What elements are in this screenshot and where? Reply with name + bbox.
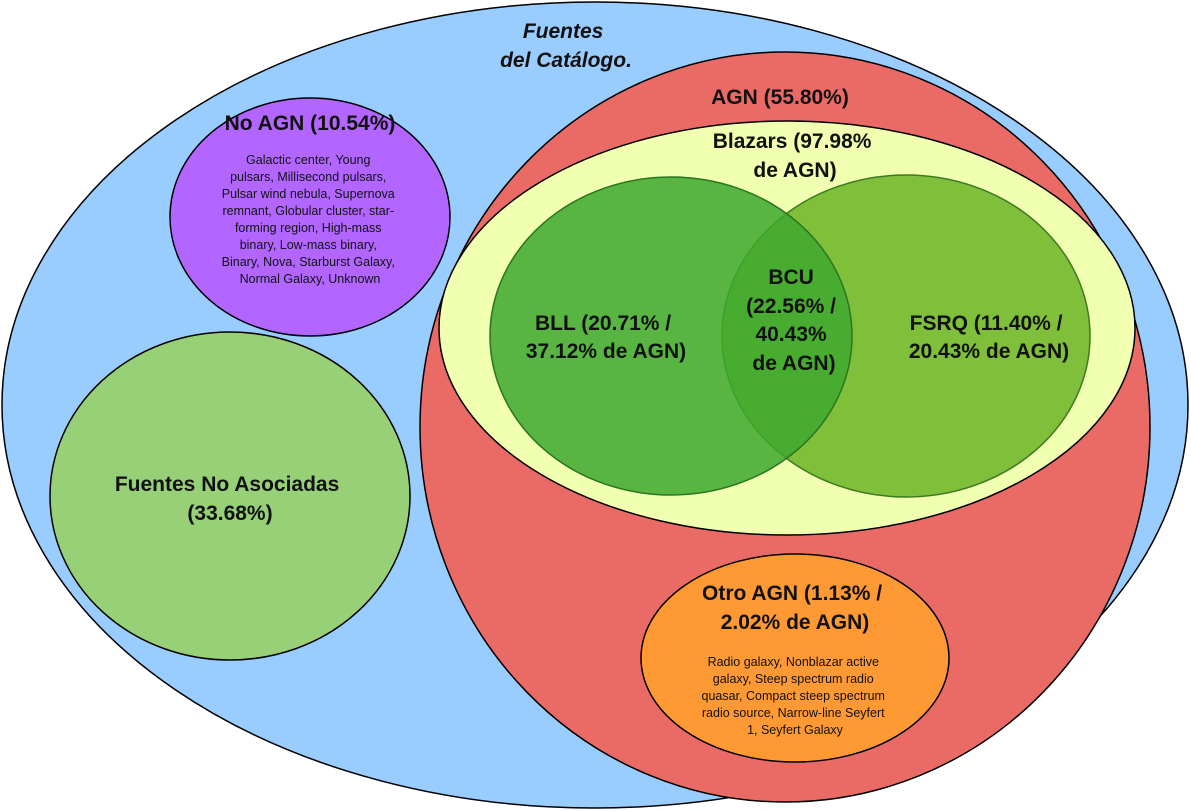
agn-label-line-1: AGN (55.80%): [711, 86, 849, 109]
other-agn-detail-line-3: quasar, Compact steep spectrum: [702, 689, 885, 703]
blazars-label: Blazars (97.98% de AGN): [713, 130, 878, 182]
blazars-label-line-1: Blazars (97.98%: [713, 130, 872, 153]
no-agn-ellipse: [169, 97, 451, 337]
catalog-title-line-2: del Catálogo.: [500, 49, 632, 72]
no-agn-detail-line-3: Pulsar wind nebula, Supernova: [222, 187, 395, 201]
no-agn-detail-line-6: binary, Low-mass binary,: [240, 238, 377, 252]
unassociated-label-line-2: (33.68%): [187, 502, 272, 525]
fsrq-label: FSRQ (11.40% / 20.43% de AGN): [909, 312, 1069, 363]
other-agn-label-line-2: 2.02% de AGN): [721, 611, 870, 634]
other-agn-label: Otro AGN (1.13% / 2.02% de AGN): [702, 582, 888, 634]
bcu-label-line-4: de AGN): [752, 352, 835, 375]
bcu-label-line-1: BCU: [768, 266, 814, 289]
other-agn-detail-line-1: Radio galaxy, Nonblazar active: [708, 655, 879, 669]
catalog-title: Fuentes del Catálogo.: [500, 20, 632, 72]
no-agn-detail: Galactic center, Young pulsars, Millisec…: [222, 153, 399, 286]
unassociated-ellipse: [49, 331, 411, 661]
bcu-label-line-3: 40.43%: [755, 323, 827, 346]
other-agn-label-line-1: Otro AGN (1.13% /: [702, 582, 882, 605]
blazars-label-line-2: de AGN): [753, 159, 836, 182]
unassociated-label-line-1: Fuentes No Asociadas: [115, 473, 339, 496]
other-agn-ellipse: [640, 553, 950, 763]
no-agn-detail-line-7: Binary, Nova, Starburst Galaxy,: [222, 255, 395, 269]
bcu-label: BCU (22.56% / 40.43% de AGN): [746, 266, 842, 375]
other-agn-detail-line-2: galaxy, Steep spectrum radio: [713, 672, 874, 686]
no-agn-detail-line-8: Normal Galaxy, Unknown: [240, 272, 381, 286]
other-agn-detail-line-5: 1, Seyfert Galaxy: [747, 723, 844, 737]
other-agn-detail-line-4: radio source, Narrow-line Seyfert: [702, 706, 885, 720]
catalog-title-line-1: Fuentes: [523, 20, 604, 43]
no-agn-label: No AGN (10.54%): [225, 112, 396, 135]
bll-ellipse: [489, 176, 853, 496]
no-agn-detail-line-1: Galactic center, Young: [246, 153, 370, 167]
bll-label: BLL (20.71% / 37.12% de AGN): [526, 312, 686, 363]
no-agn-detail-line-2: pulsars, Millisecond pulsars,: [230, 170, 386, 184]
no-agn-label-line-1: No AGN (10.54%): [225, 112, 396, 135]
no-agn-detail-line-5: forming region, High-mass: [235, 221, 382, 235]
no-agn-detail-line-4: remnant, Globular cluster, star-: [222, 204, 394, 218]
other-agn-detail: Radio galaxy, Nonblazar active galaxy, S…: [702, 655, 889, 737]
fsrq-label-line-1: FSRQ (11.40% /: [910, 312, 1063, 335]
bcu-label-line-2: (22.56% /: [746, 295, 836, 318]
agn-label: AGN (55.80%): [711, 86, 849, 109]
bll-label-line-1: BLL (20.71% /: [535, 312, 671, 335]
bll-label-line-2: 37.12% de AGN): [526, 340, 686, 363]
unassociated-label: Fuentes No Asociadas (33.68%): [115, 473, 345, 525]
fsrq-label-line-2: 20.43% de AGN): [909, 340, 1069, 363]
